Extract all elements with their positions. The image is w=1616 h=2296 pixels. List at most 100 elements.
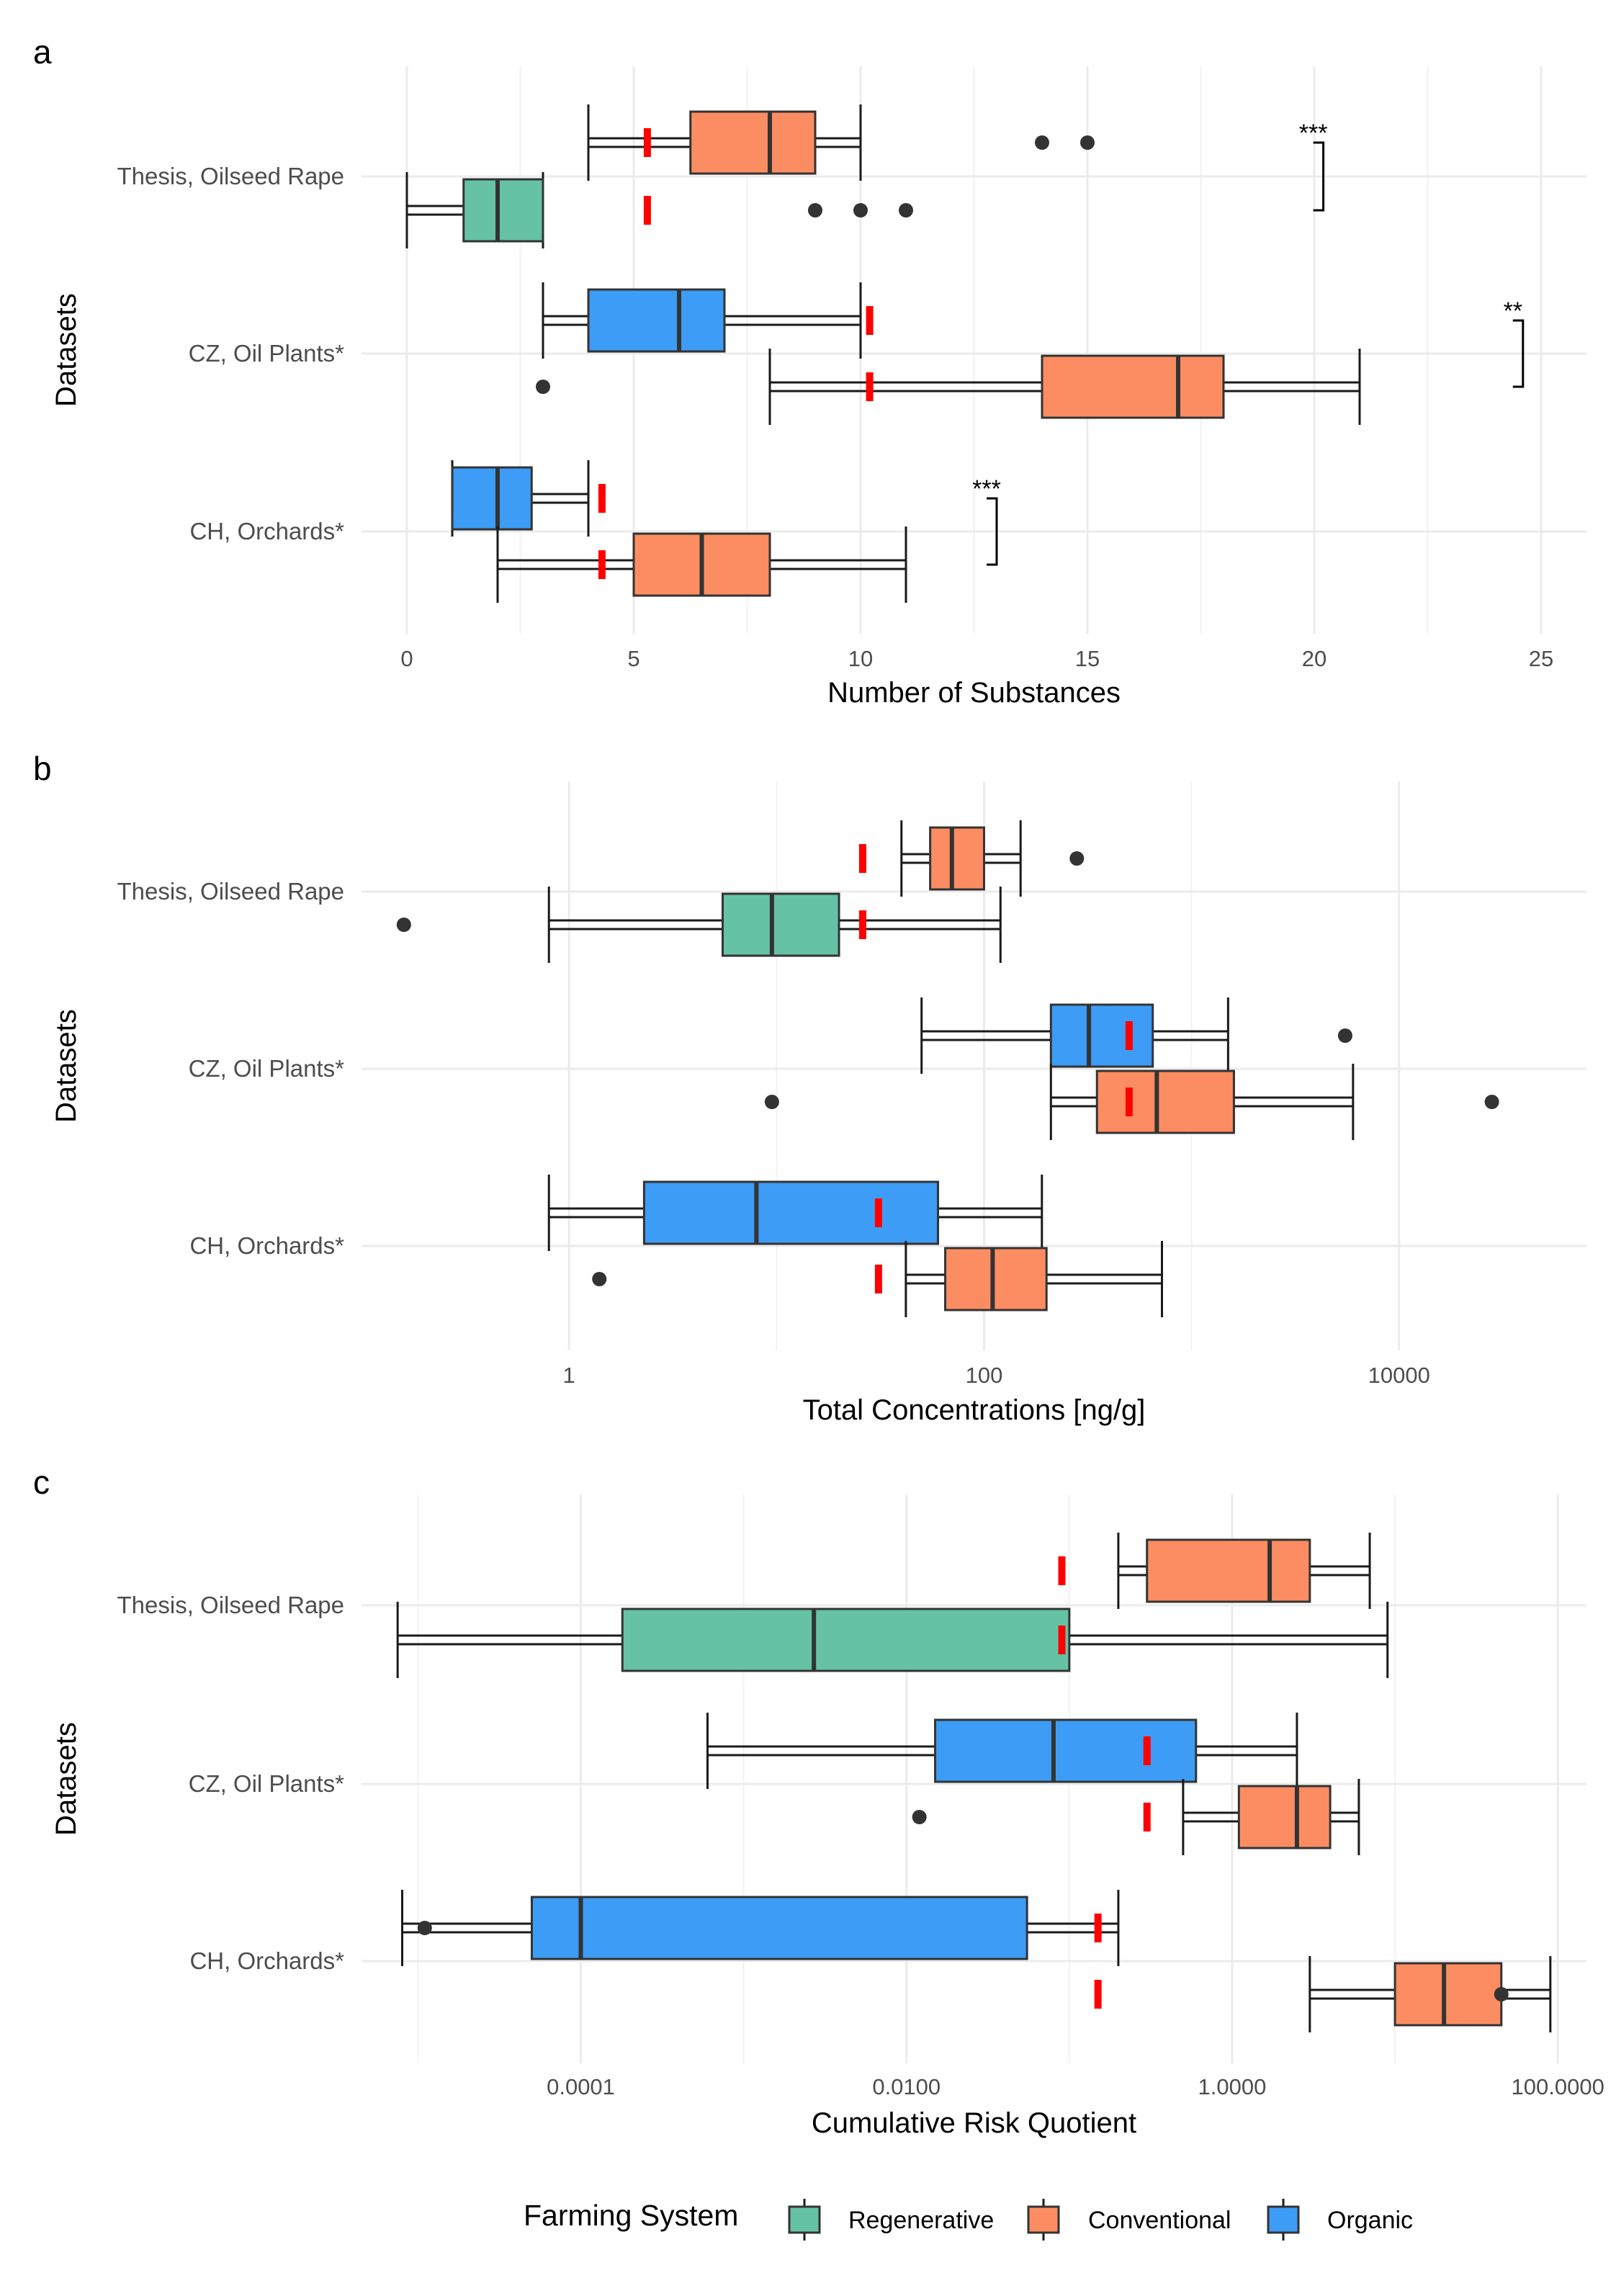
y-axis-title: Datasets: [50, 1009, 82, 1123]
iqr-box: [1041, 354, 1225, 419]
significance-label: ***: [1299, 120, 1328, 147]
outlier-point: [396, 918, 411, 932]
mean-marker: [866, 372, 874, 401]
iqr-box: [587, 288, 726, 353]
category-label: CH, Orchards*: [189, 1232, 344, 1259]
box-conventional: [536, 349, 1361, 425]
category-label: Thesis, Oilseed Rape: [117, 163, 344, 189]
x-tick-label: 100.0000: [1512, 2074, 1604, 2099]
outlier-point: [1484, 1095, 1499, 1109]
x-axis-title: Total Concentrations [ng/g]: [803, 1394, 1146, 1426]
box-conventional: [592, 1241, 1164, 1317]
box-organic: [920, 997, 1352, 1074]
legend-key-organic: [1267, 2205, 1300, 2234]
legend-item-conventional: Conventional: [1027, 2199, 1231, 2241]
box-organic: [542, 282, 874, 359]
significance-bracket: ***: [1299, 120, 1328, 212]
bracket-line: [1313, 141, 1325, 212]
iqr-box: [621, 1607, 1071, 1672]
panel-c: c 0.0001 0.0100 1.0000 100.0000 Thesis, Oilse…: [33, 1463, 1604, 2139]
panel-a: a 0 5 10 15 20 25 Thesis, Oilseed Rape CZ, Oil P…: [33, 33, 1586, 709]
outlier-point: [1337, 1028, 1352, 1043]
iqr-box: [934, 1718, 1198, 1783]
iqr-box: [451, 466, 533, 531]
iqr-box: [1095, 1069, 1235, 1134]
mean-marker: [1143, 1803, 1151, 1831]
iqr-box: [721, 892, 840, 957]
x-tick-label: 10000: [1368, 1363, 1430, 1388]
x-tick-label: 0.0100: [872, 2074, 941, 2099]
panel-b: b 1 100 10000 Thesis, Oilseed Rape CZ, Oil Pl…: [33, 750, 1586, 1426]
legend-key-conventional: [1027, 2205, 1060, 2234]
x-tick-label: 1.0000: [1198, 2074, 1267, 2099]
legend-label-regenerative: Regenerative: [848, 2207, 994, 2234]
outlier-point: [536, 380, 550, 394]
x-tick-label: 15: [1075, 646, 1100, 671]
box-conventional: [764, 1064, 1499, 1140]
box-organic: [706, 1713, 1298, 1789]
outlier-point: [1035, 135, 1049, 150]
iqr-box: [944, 1247, 1048, 1311]
category-label: CZ, Oil Plants*: [189, 1055, 345, 1082]
category-label: CZ, Oil Plants*: [189, 340, 345, 367]
x-axis-title: Cumulative Risk Quotient: [812, 2107, 1136, 2139]
y-axis-title: Datasets: [50, 293, 82, 407]
x-tick-label: 20: [1302, 646, 1327, 671]
box-organic: [451, 460, 606, 537]
x-tick-label: 5: [627, 646, 639, 671]
legend-label-organic: Organic: [1327, 2207, 1413, 2234]
iqr-box: [1237, 1785, 1332, 1849]
box-organic: [400, 1890, 1120, 1966]
y-axis-title: Datasets: [50, 1722, 82, 1836]
mean-marker: [1058, 1625, 1066, 1654]
x-tick-label: 0: [400, 646, 413, 671]
x-tick-label: 10: [848, 646, 873, 671]
iqr-box: [1146, 1538, 1311, 1603]
outlier-point: [912, 1810, 927, 1824]
mean-marker: [858, 910, 866, 939]
legend: Farming System Regenerative Conventional…: [524, 2199, 1413, 2241]
outlier-point: [808, 203, 822, 218]
legend-title: Farming System: [524, 2199, 738, 2232]
mean-marker: [643, 128, 651, 157]
iqr-box: [462, 178, 544, 243]
outlier-point: [1080, 135, 1095, 150]
iqr-box: [530, 1896, 1028, 1960]
outlier-point: [417, 1921, 432, 1935]
legend-item-regenerative: Regenerative: [788, 2199, 994, 2241]
category-label: Thesis, Oilseed Rape: [117, 878, 344, 905]
box-conventional: [912, 1779, 1360, 1855]
mean-marker: [643, 196, 651, 225]
legend-key-regenerative: [788, 2205, 821, 2234]
legend-label-conventional: Conventional: [1088, 2207, 1231, 2234]
mean-marker: [874, 1198, 882, 1227]
category-label: CH, Orchards*: [189, 1947, 344, 1974]
mean-marker: [1094, 1980, 1102, 2009]
iqr-box: [929, 826, 985, 891]
iqr-box: [689, 110, 817, 175]
panel-letter: a: [33, 33, 52, 71]
outlier-point: [764, 1095, 779, 1109]
outlier-point: [1069, 851, 1085, 866]
box-organic: [547, 1175, 1043, 1251]
mean-marker: [866, 306, 874, 335]
x-axis-title: Number of Substances: [827, 677, 1121, 709]
iqr-box: [1393, 1962, 1503, 2027]
box-regenerative: [405, 172, 913, 248]
outlier-point: [899, 203, 913, 218]
category-label: Thesis, Oilseed Rape: [117, 1592, 344, 1618]
mean-marker: [1058, 1556, 1066, 1585]
panel-letter: b: [33, 750, 52, 787]
box-conventional: [1058, 1533, 1371, 1609]
box-regenerative: [396, 887, 1002, 963]
panel-letter: c: [33, 1463, 50, 1501]
iqr-box: [642, 1180, 940, 1245]
outlier-point: [853, 203, 868, 218]
mean-marker: [874, 1265, 882, 1293]
mean-marker: [1094, 1914, 1102, 1942]
box-conventional: [496, 526, 907, 603]
x-tick-label: 25: [1529, 646, 1553, 671]
category-label: CZ, Oil Plants*: [189, 1770, 345, 1797]
mean-marker: [1143, 1736, 1151, 1765]
